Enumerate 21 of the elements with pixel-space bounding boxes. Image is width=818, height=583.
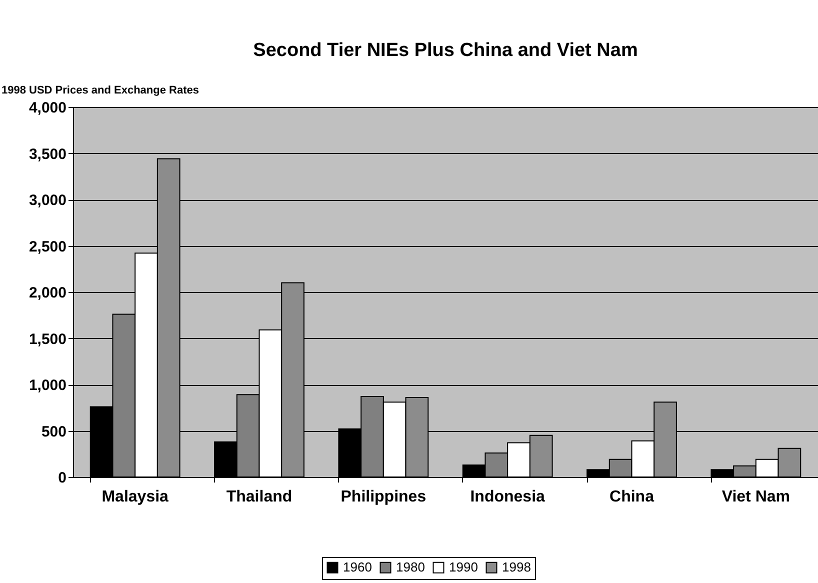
- legend-label: 1990: [449, 560, 478, 575]
- x-tick-label: Indonesia: [470, 488, 546, 506]
- y-tick-label: 4,000: [28, 100, 66, 116]
- x-tick-label: Malaysia: [102, 488, 169, 506]
- legend-label: 1998: [502, 560, 531, 575]
- y-tick-label: 1,500: [28, 330, 66, 348]
- x-tick-label: Philippines: [340, 488, 426, 506]
- y-tick-label: 0: [58, 470, 66, 486]
- legend-label: 1980: [396, 560, 425, 575]
- y-tick-label: 2,500: [28, 238, 66, 256]
- y-tick-label: 1,000: [28, 377, 66, 394]
- x-tick-label: China: [610, 488, 654, 506]
- y-axis-title: 1998 USD Prices and Exchange Rates: [2, 84, 199, 96]
- chart-title: Second Tier NIEs Plus China and Viet Nam: [253, 40, 638, 61]
- y-tick-label: 3,000: [28, 192, 66, 209]
- y-tick-label: 3,500: [28, 146, 66, 163]
- x-tick-label: Thailand: [226, 488, 292, 506]
- x-tick-label: Viet Nam: [722, 488, 790, 506]
- legend-label: 1960: [343, 560, 372, 575]
- y-tick-label: 500: [41, 423, 66, 440]
- y-tick-label: 2,000: [28, 284, 66, 302]
